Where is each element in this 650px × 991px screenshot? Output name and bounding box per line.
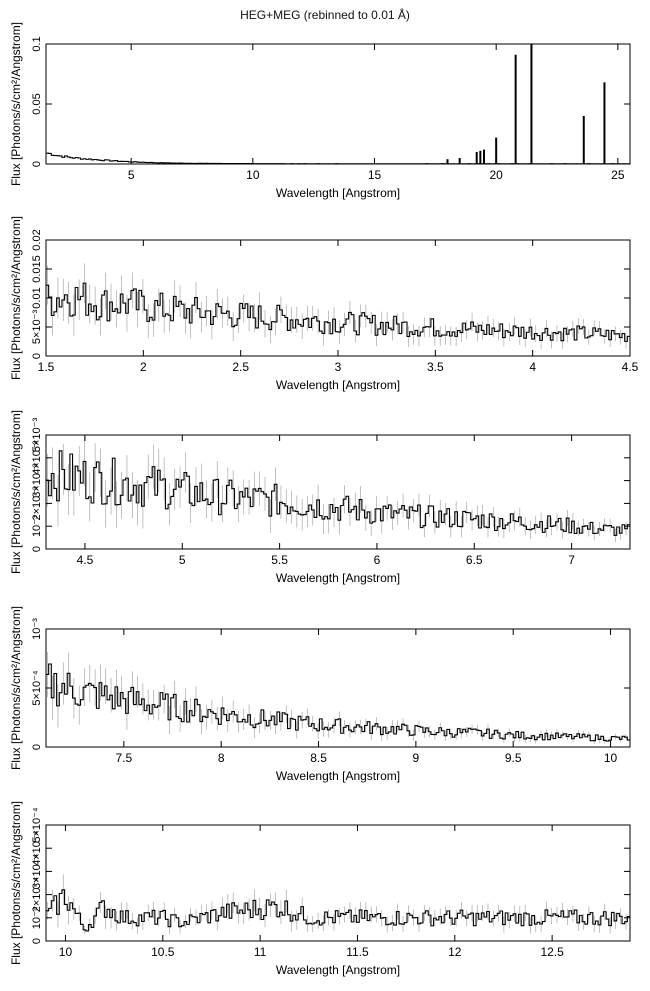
y-tick-label: 0.1 [31,36,43,51]
x-tick-label: 10 [604,751,618,765]
y-tick-label: 0 [31,938,43,944]
spectrum-line [46,282,630,342]
y-tick-label: 0.01 [31,287,43,308]
x-tick-label: 11.5 [346,945,369,959]
y-axis-label: Flux [Photons/s/cm²/Angstrom] [9,22,23,186]
error-bars [47,874,627,935]
y-tick-label: 3×10⁻⁴ [31,853,43,889]
x-tick-label: 3 [335,360,342,374]
y-tick-label: 5×10⁻⁴ [31,807,43,843]
y-axis-label: Flux [Photons/s/cm²/Angstrom] [9,801,23,965]
x-tick-label: 11 [254,945,267,959]
y-tick-label: 2×10⁻⁴ [31,877,43,913]
x-axis-label: Wavelength [Angstrom] [276,186,400,200]
x-tick-label: 8.5 [310,751,327,765]
chart-panel-4: 7.5 8 8.5 9 9.5 10 0 5×10⁻⁴ 10⁻³ Wavelength [Angs… [9,606,631,783]
y-axis-label: Flux [Photons/s/cm²/Angstrom] [9,216,23,380]
x-tick-label: 2.5 [232,360,249,374]
spectrum-line [46,152,630,165]
x-tick-label: 4.5 [622,360,639,374]
y-tick-label: 4×10⁻³ [31,440,43,475]
y-axis-label: Flux [Photons/s/cm²/Angstrom] [9,410,23,574]
spectrum-line [46,663,630,742]
x-tick-label: 9.5 [505,751,522,765]
x-tick-label: 15 [368,168,382,182]
y-tick-label: 10⁻⁴ [31,906,43,929]
x-tick-label: 10 [246,168,260,182]
chart-panel-2: 1.5 2 2.5 3 3.5 4 4.5 0 5×10⁻³ 0.01 0.015 0.02 Wavel… [9,216,639,392]
x-tick-label: 9 [413,751,420,765]
x-tick-label: 20 [489,168,503,182]
x-axis-label: Wavelength [Angstrom] [276,571,400,585]
x-tick-label: 10.5 [151,945,175,959]
y-axis-label: Flux [Photons/s/cm²/Angstrom] [9,606,23,770]
x-tick-label: 7.5 [116,751,133,765]
y-tick-label: 2×10⁻³ [31,486,43,521]
plot-frame [45,824,631,942]
y-tick-label: 5×10⁻³ [31,418,43,453]
y-tick-label: 3×10⁻³ [31,463,43,498]
y-tick-label: 10⁻³ [31,515,43,537]
plot-frame [45,43,631,165]
x-tick-label: 12 [448,945,462,959]
chart-panel-3: 4.5 5 5.5 6 6.5 7 0 10⁻³2×10⁻³3×10⁻³4×10⁻³5×10⁻… [9,410,631,585]
x-tick-label: 5 [179,553,186,567]
y-tick-label: 0.02 [31,229,43,250]
y-tick-label: 0.015 [31,255,43,283]
x-tick-label: 4.5 [77,553,94,567]
spectrum-line [46,889,630,932]
chart-panel-1: 5 10 15 20 25 0 0.05 0.1 Wavelength [Angstrom] Fl… [9,22,631,200]
y-tick-label: 5×10⁻³ [31,310,43,345]
x-tick-label: 4 [529,360,536,374]
y-tick-label: 0 [31,353,43,359]
x-tick-label: 5 [128,168,135,182]
x-tick-label: 5.5 [271,553,288,567]
spectrum-line [46,450,630,536]
x-tick-label: 6 [374,553,381,567]
x-tick-label: 10 [59,945,73,959]
plot-frame [45,434,631,550]
y-tick-label: 0.05 [31,93,43,114]
y-tick-label: 0 [31,744,43,750]
x-tick-label: 12.5 [540,945,564,959]
y-tick-label: 0 [31,161,43,167]
y-tick-label: 0 [31,546,43,552]
x-tick-label: 25 [611,168,625,182]
x-axis-label: Wavelength [Angstrom] [276,769,400,783]
x-tick-label: 3.5 [427,360,444,374]
x-tick-label: 7 [568,553,575,567]
y-tick-label: 10⁻³ [31,618,43,640]
chart-title: HEG+MEG (rebinned to 0.01 Å) [240,8,410,22]
x-tick-label: 8 [218,751,225,765]
x-tick-label: 1.5 [38,360,55,374]
x-axis-label: Wavelength [Angstrom] [276,963,400,977]
y-tick-label: 4×10⁻⁴ [31,830,43,866]
chart-panel-5: 10 10.5 11 11.5 12 12.5 0 10⁻⁴2×10⁻⁴3×10⁻⁴4×10⁻… [9,801,631,977]
y-tick-label: 5×10⁻⁴ [31,670,43,706]
x-tick-label: 2 [140,360,147,374]
x-tick-label: 6.5 [466,553,483,567]
x-axis-label: Wavelength [Angstrom] [276,378,400,392]
